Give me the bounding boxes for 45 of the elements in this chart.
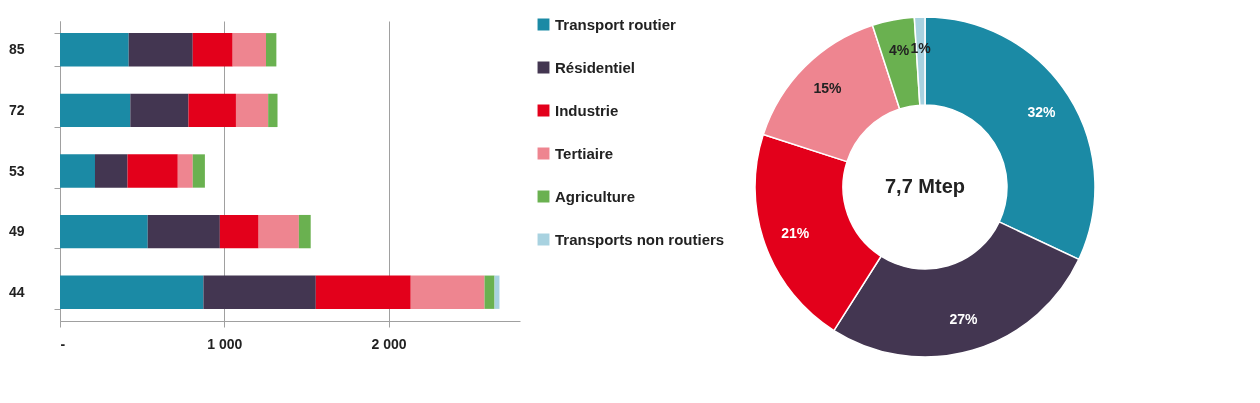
legend-label: Tertiaire — [555, 144, 614, 162]
bar — [268, 93, 278, 128]
bar — [130, 93, 189, 128]
data-label: 15% — [813, 80, 842, 97]
text: 7,7 Mtep — [884, 175, 966, 197]
bar — [60, 33, 129, 67]
bar — [60, 214, 148, 249]
bar — [266, 33, 277, 67]
bar — [192, 33, 233, 67]
bar — [315, 275, 411, 309]
data-label: 21% — [781, 224, 810, 241]
bar — [128, 33, 193, 67]
bar — [235, 93, 269, 128]
bar — [298, 214, 311, 249]
bar — [60, 275, 204, 309]
data-label: 4% — [889, 42, 910, 59]
x-tick-label: 2 000 — [371, 335, 407, 352]
y-tick-label: 85 — [8, 41, 25, 58]
bar — [127, 154, 178, 188]
bar — [60, 154, 95, 188]
legend-label: Transport routier — [555, 15, 677, 33]
y-tick-label: 44 — [8, 283, 25, 300]
y-tick-label: 53 — [8, 162, 25, 179]
data-label: 32% — [1027, 104, 1057, 121]
bar — [177, 154, 193, 188]
data-label: 27% — [949, 310, 979, 327]
legend-label: Transports non routiers — [555, 230, 725, 248]
bar — [188, 93, 236, 128]
legend-label: Industrie — [555, 101, 619, 119]
bar — [232, 33, 267, 67]
bar — [258, 214, 299, 249]
bar — [484, 275, 495, 309]
x-tick-label: 1 000 — [207, 335, 243, 352]
bar — [94, 154, 128, 188]
bar — [60, 93, 131, 128]
legend-label: Résidentiel — [555, 58, 636, 76]
bar — [192, 154, 205, 188]
y-tick-label: 49 — [8, 223, 25, 240]
y-tick-label: 72 — [8, 101, 25, 118]
legend-label: Agriculture — [555, 187, 636, 205]
bar — [219, 214, 259, 249]
bar — [203, 275, 316, 309]
bar — [410, 275, 485, 309]
bar — [147, 214, 220, 249]
x-tick-label: - — [60, 335, 66, 352]
